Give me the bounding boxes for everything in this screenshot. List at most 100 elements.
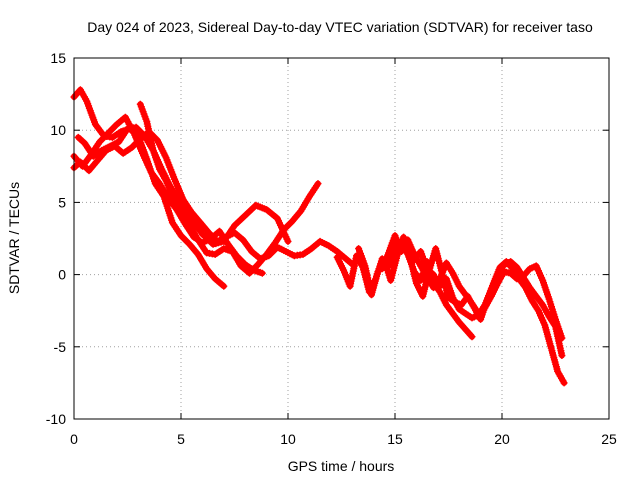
series-sat-track-2 xyxy=(70,113,266,277)
data-point xyxy=(147,130,150,133)
data-point xyxy=(451,312,454,315)
y-tick-label: 5 xyxy=(58,194,66,210)
data-point xyxy=(336,250,339,253)
data-point xyxy=(445,262,448,264)
y-tick-label: 0 xyxy=(58,267,66,283)
data-point xyxy=(413,259,416,262)
data-point xyxy=(458,285,461,288)
data-point xyxy=(310,247,313,250)
grid-lines xyxy=(74,58,609,419)
data-point xyxy=(503,263,506,266)
series-sat-track-9 xyxy=(410,248,566,359)
data-point xyxy=(254,204,257,207)
data-point xyxy=(248,272,251,275)
data-point xyxy=(394,234,396,237)
data-point xyxy=(171,221,174,224)
data-point xyxy=(496,275,499,277)
data-point xyxy=(182,198,185,201)
data-point xyxy=(490,288,493,290)
data-point xyxy=(319,240,322,243)
data-point xyxy=(560,354,563,357)
data-point xyxy=(464,328,467,331)
x-tick-label: 5 xyxy=(177,431,185,447)
y-tick-label: -5 xyxy=(54,339,67,355)
data-point xyxy=(205,251,208,254)
data-point xyxy=(199,221,202,224)
data-point xyxy=(426,276,429,279)
data-point xyxy=(402,236,405,239)
data-point xyxy=(543,324,546,327)
data-point xyxy=(458,308,461,311)
data-point xyxy=(445,303,448,306)
x-axis-ticks: 0 5 10 15 20 25 xyxy=(70,58,617,447)
x-axis-label: GPS time / hours xyxy=(288,458,395,474)
data-point xyxy=(171,194,174,197)
data-point xyxy=(257,263,259,266)
data-point xyxy=(426,267,429,270)
data-point xyxy=(421,295,424,298)
data-point xyxy=(282,228,285,231)
data-point xyxy=(173,178,176,181)
data-point xyxy=(327,244,330,247)
data-point xyxy=(107,132,110,135)
data-point xyxy=(548,315,551,318)
data-point xyxy=(308,195,311,198)
data-point xyxy=(214,277,217,280)
series-band xyxy=(137,101,321,277)
data-point xyxy=(394,246,396,249)
data-point xyxy=(224,236,227,239)
data-point xyxy=(130,146,133,149)
data-point xyxy=(464,293,467,296)
data-point xyxy=(342,269,345,272)
data-point xyxy=(77,136,80,139)
data-point xyxy=(471,302,473,305)
data-point xyxy=(364,264,366,267)
data-point xyxy=(227,243,230,246)
data-point xyxy=(479,318,482,321)
data-point xyxy=(438,285,441,288)
data-point xyxy=(451,296,454,299)
data-point xyxy=(336,256,339,259)
data-point xyxy=(556,370,559,373)
data-point xyxy=(406,238,409,241)
data-point xyxy=(265,208,268,211)
data-point xyxy=(79,161,82,163)
data-point xyxy=(92,155,95,158)
data-point xyxy=(381,267,384,270)
data-point xyxy=(141,152,144,155)
data-point xyxy=(460,303,463,306)
data-point xyxy=(156,139,159,142)
data-point xyxy=(447,296,450,299)
data-point xyxy=(180,205,182,208)
data-point xyxy=(389,279,392,282)
data-point xyxy=(419,279,422,282)
data-series xyxy=(70,86,568,387)
data-point xyxy=(267,254,270,257)
data-point xyxy=(207,231,210,234)
data-point xyxy=(528,286,531,289)
data-point xyxy=(554,325,557,328)
data-point xyxy=(244,214,247,217)
data-point xyxy=(139,137,142,140)
data-point xyxy=(537,309,540,312)
x-tick-label: 15 xyxy=(387,431,403,447)
data-point xyxy=(464,312,467,315)
data-point xyxy=(409,256,411,259)
data-point xyxy=(471,316,473,319)
series-sat-track-1 xyxy=(70,86,228,290)
data-point xyxy=(396,254,399,257)
data-point xyxy=(167,197,170,200)
data-point xyxy=(180,234,182,237)
data-point xyxy=(233,224,236,227)
data-point xyxy=(541,279,544,282)
data-point xyxy=(432,273,435,276)
data-point xyxy=(98,140,101,143)
data-point xyxy=(145,120,148,123)
data-point xyxy=(299,210,302,213)
data-point xyxy=(370,293,373,296)
data-point xyxy=(287,240,289,243)
data-point xyxy=(349,285,352,288)
data-point xyxy=(445,277,448,280)
data-point xyxy=(111,136,114,139)
